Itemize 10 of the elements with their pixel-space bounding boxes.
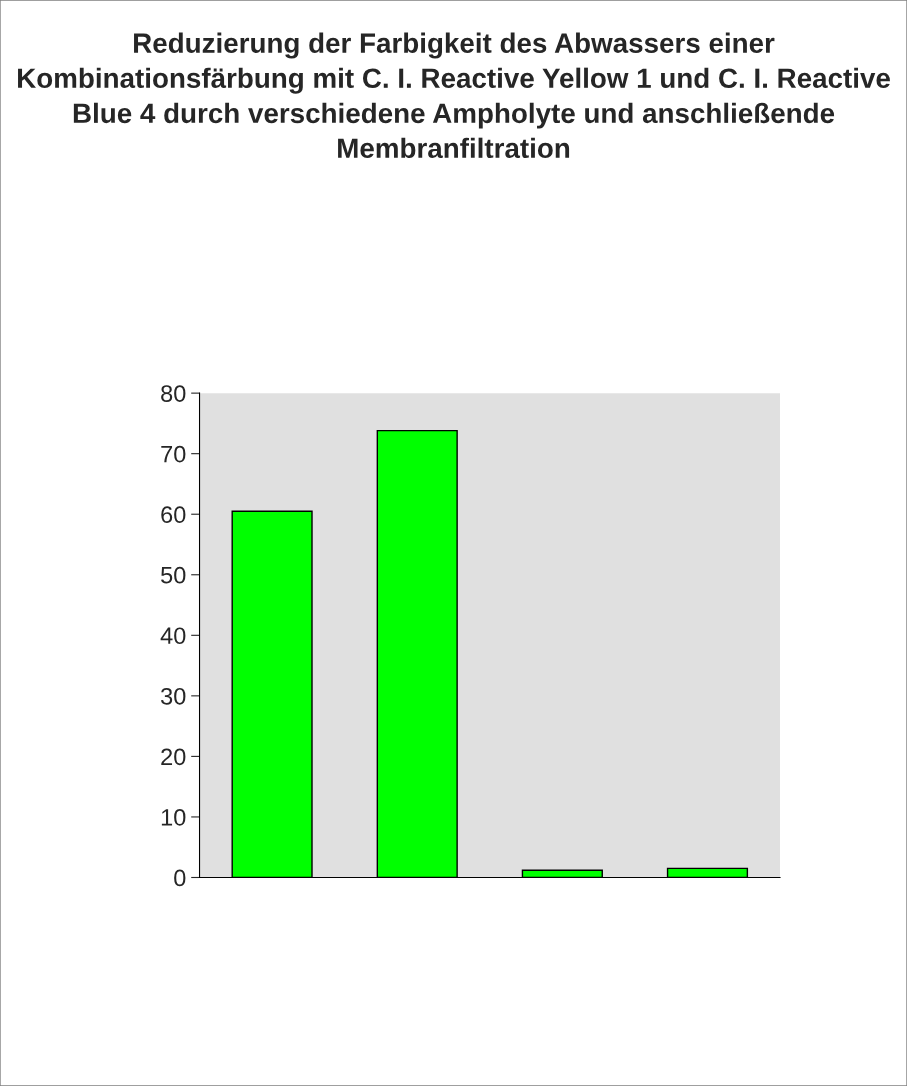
y-tick-label: 70 <box>161 445 186 463</box>
y-tick-label: 40 <box>160 627 186 645</box>
y-tick-label: 50 <box>161 566 186 584</box>
y-tick-label: 10 <box>161 809 186 826</box>
y-tick-label: 60 <box>161 506 186 524</box>
y-tick-label: 30 <box>160 687 186 705</box>
y-tick-label: 20 <box>161 748 186 766</box>
y-tick-label: 0 <box>174 869 186 887</box>
y-tick-label: 80 <box>161 385 186 402</box>
chart-title: Reduzierung der Farbigkeit des Abwassers einer Kombinationsfärbung mit C. I. Reactive Yellow 1 und C. I. Reactive Blue 4 durch verschiedene Ampholyte und anschließende Membranfiltration <box>18 32 890 159</box>
